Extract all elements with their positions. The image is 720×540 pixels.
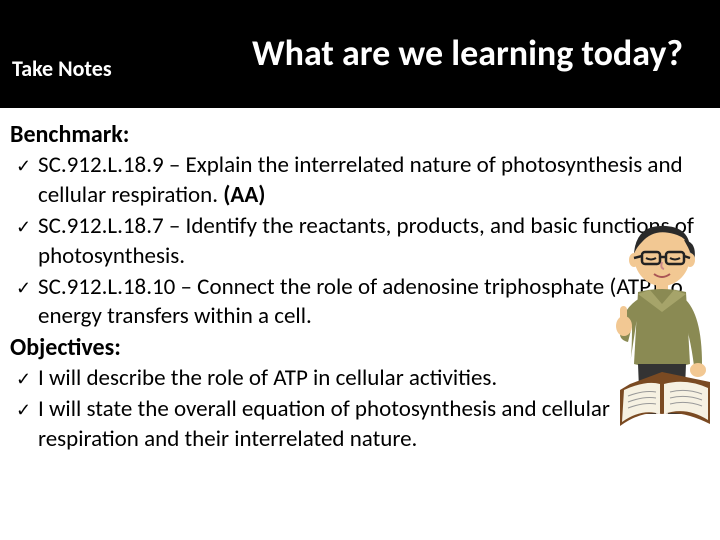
checkmark-icon: ✓ [10,273,38,300]
benchmark-heading: Benchmark: [10,120,702,149]
checkmark-icon: ✓ [10,364,38,391]
benchmark-item-text: SC.912.L.18.9 – Explain the interrelated… [38,151,702,211]
item-text-bold: (AA) [223,181,265,209]
header-left-cell: Take Notes [0,0,240,108]
slide-header: Take Notes What are we learning today? [0,0,720,108]
item-text-pre: SC.912.L.18.9 – Explain the interrelated… [38,151,683,209]
item-text-pre: SC.912.L.18.10 – Connect the role of ade… [38,273,683,331]
checkmark-icon: ✓ [10,212,38,239]
take-notes-label: Take Notes [12,55,112,82]
slide-content: Benchmark: ✓ SC.912.L.18.9 – Explain the… [0,108,720,455]
checkmark-icon: ✓ [10,395,38,422]
list-item: ✓ SC.912.L.18.9 – Explain the interrelat… [10,151,702,211]
checkmark-icon: ✓ [10,151,38,178]
teacher-with-book-icon [590,214,720,434]
slide-title: What are we learning today? [252,33,683,74]
header-right-cell: What are we learning today? [240,0,720,108]
teacher-illustration [590,214,720,434]
